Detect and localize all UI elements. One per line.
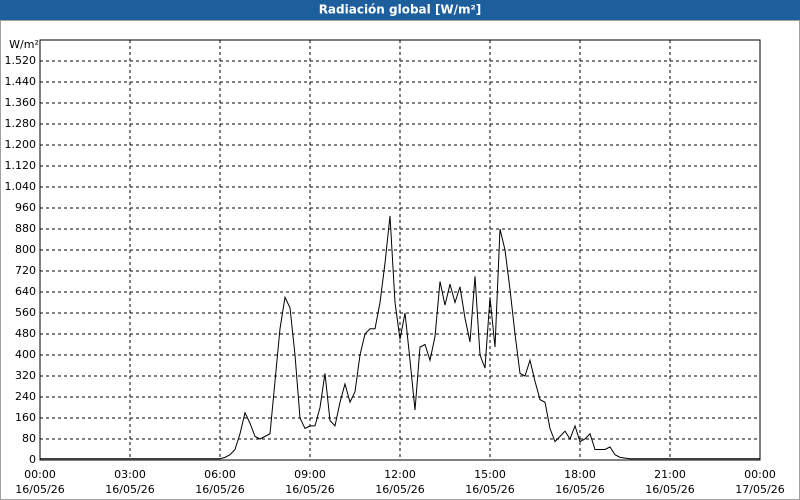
- y-tick-label: 480: [15, 327, 36, 340]
- x-tick-date: 16/05/26: [15, 483, 64, 496]
- x-tick-date: 16/05/26: [645, 483, 694, 496]
- y-tick-label: 1.120: [5, 159, 37, 172]
- y-tick-label: 1.040: [5, 180, 37, 193]
- y-tick-label: 160: [15, 411, 36, 424]
- x-tick-date: 16/05/26: [105, 483, 154, 496]
- y-tick-label: 1.200: [5, 138, 37, 151]
- y-tick-label: 1.360: [5, 96, 37, 109]
- y-tick-label: 640: [15, 285, 36, 298]
- x-tick-label: 03:00: [114, 468, 146, 481]
- x-tick-label: 15:00: [474, 468, 506, 481]
- y-tick-label: 800: [15, 243, 36, 256]
- x-tick-date: 16/05/26: [465, 483, 514, 496]
- y-tick-label: 400: [15, 348, 36, 361]
- y-tick-label: 80: [22, 432, 36, 445]
- y-tick-label: 240: [15, 390, 36, 403]
- x-tick-label: 09:00: [294, 468, 326, 481]
- x-tick-label: 18:00: [564, 468, 596, 481]
- x-tick-date: 16/05/26: [285, 483, 334, 496]
- x-tick-label: 00:00: [744, 468, 776, 481]
- title-bar: [0, 0, 800, 20]
- y-tick-label: 880: [15, 222, 36, 235]
- x-tick-label: 06:00: [204, 468, 236, 481]
- y-tick-label: 560: [15, 306, 36, 319]
- y-tick-label: 1.520: [5, 54, 37, 67]
- x-tick-date: 17/05/26: [735, 483, 784, 496]
- y-tick-label: 720: [15, 264, 36, 277]
- window-border: [0, 20, 800, 500]
- y-axis-label: W/m²: [9, 38, 39, 51]
- y-tick-label: 320: [15, 369, 36, 382]
- x-tick-date: 16/05/26: [555, 483, 604, 496]
- y-tick-label: 1.280: [5, 117, 37, 130]
- y-tick-label: 0: [29, 453, 36, 466]
- y-tick-label: 1.440: [5, 75, 37, 88]
- chart-title: Radiación global [W/m²]: [319, 3, 482, 17]
- x-tick-date: 16/05/26: [195, 483, 244, 496]
- data-line: [40, 215, 760, 460]
- x-tick-label: 00:00: [24, 468, 56, 481]
- x-tick-label: 12:00: [384, 468, 416, 481]
- y-tick-label: 960: [15, 201, 36, 214]
- x-tick-label: 21:00: [654, 468, 686, 481]
- x-tick-date: 16/05/26: [375, 483, 424, 496]
